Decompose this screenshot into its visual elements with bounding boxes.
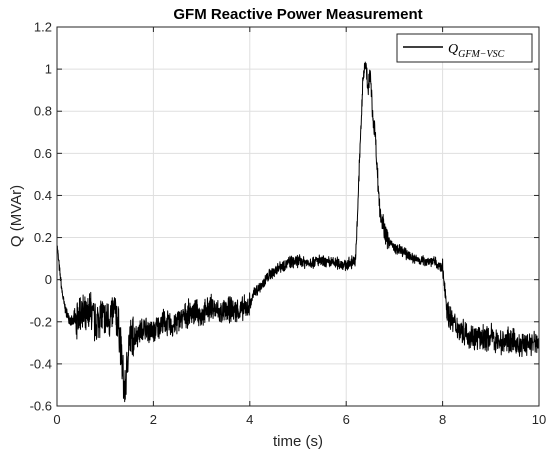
y-tick-label: -0.6	[30, 399, 52, 414]
y-tick-label: 0.4	[34, 188, 52, 203]
y-tick-label: 0.6	[34, 146, 52, 161]
y-tick-label: 0	[45, 272, 52, 287]
x-tick-label: 0	[53, 412, 60, 427]
series-line-0	[56, 61, 540, 403]
y-tick-label: -0.4	[30, 356, 52, 371]
legend-entry-label: QGFM−VSC	[448, 42, 505, 60]
y-tick-label: 0.8	[34, 104, 52, 119]
y-tick-label: 1.2	[34, 20, 52, 35]
x-tick-label: 10	[532, 412, 546, 427]
x-axis-label: time (s)	[273, 433, 323, 450]
x-tick-label: 6	[343, 412, 350, 427]
x-tick-label: 2	[150, 412, 157, 427]
y-tick-label: 1	[45, 62, 52, 77]
legend-box	[396, 33, 533, 63]
y-tick-label: -0.2	[30, 314, 52, 329]
x-tick-label: 8	[439, 412, 446, 427]
tick-labels: 0 2 4 6 8 10 -0.6 -0.4 -0.2 0 0.2 0.4 0.6 0.8 1 1.2	[30, 20, 547, 428]
chart-title: GFM Reactive Power Measurement	[173, 6, 422, 23]
y-tick-label: 0.2	[34, 230, 52, 245]
x-tick-label: 4	[246, 412, 253, 427]
legend-entry-symbol: Q	[448, 42, 458, 57]
legend: QGFM−VSC	[396, 33, 533, 63]
y-axis-label: Q (MVAr)	[8, 185, 25, 247]
series-layer	[56, 61, 540, 403]
ticks	[56, 26, 540, 407]
legend-entry-subscript: GFM−VSC	[458, 49, 505, 60]
plot-frame	[56, 26, 540, 407]
